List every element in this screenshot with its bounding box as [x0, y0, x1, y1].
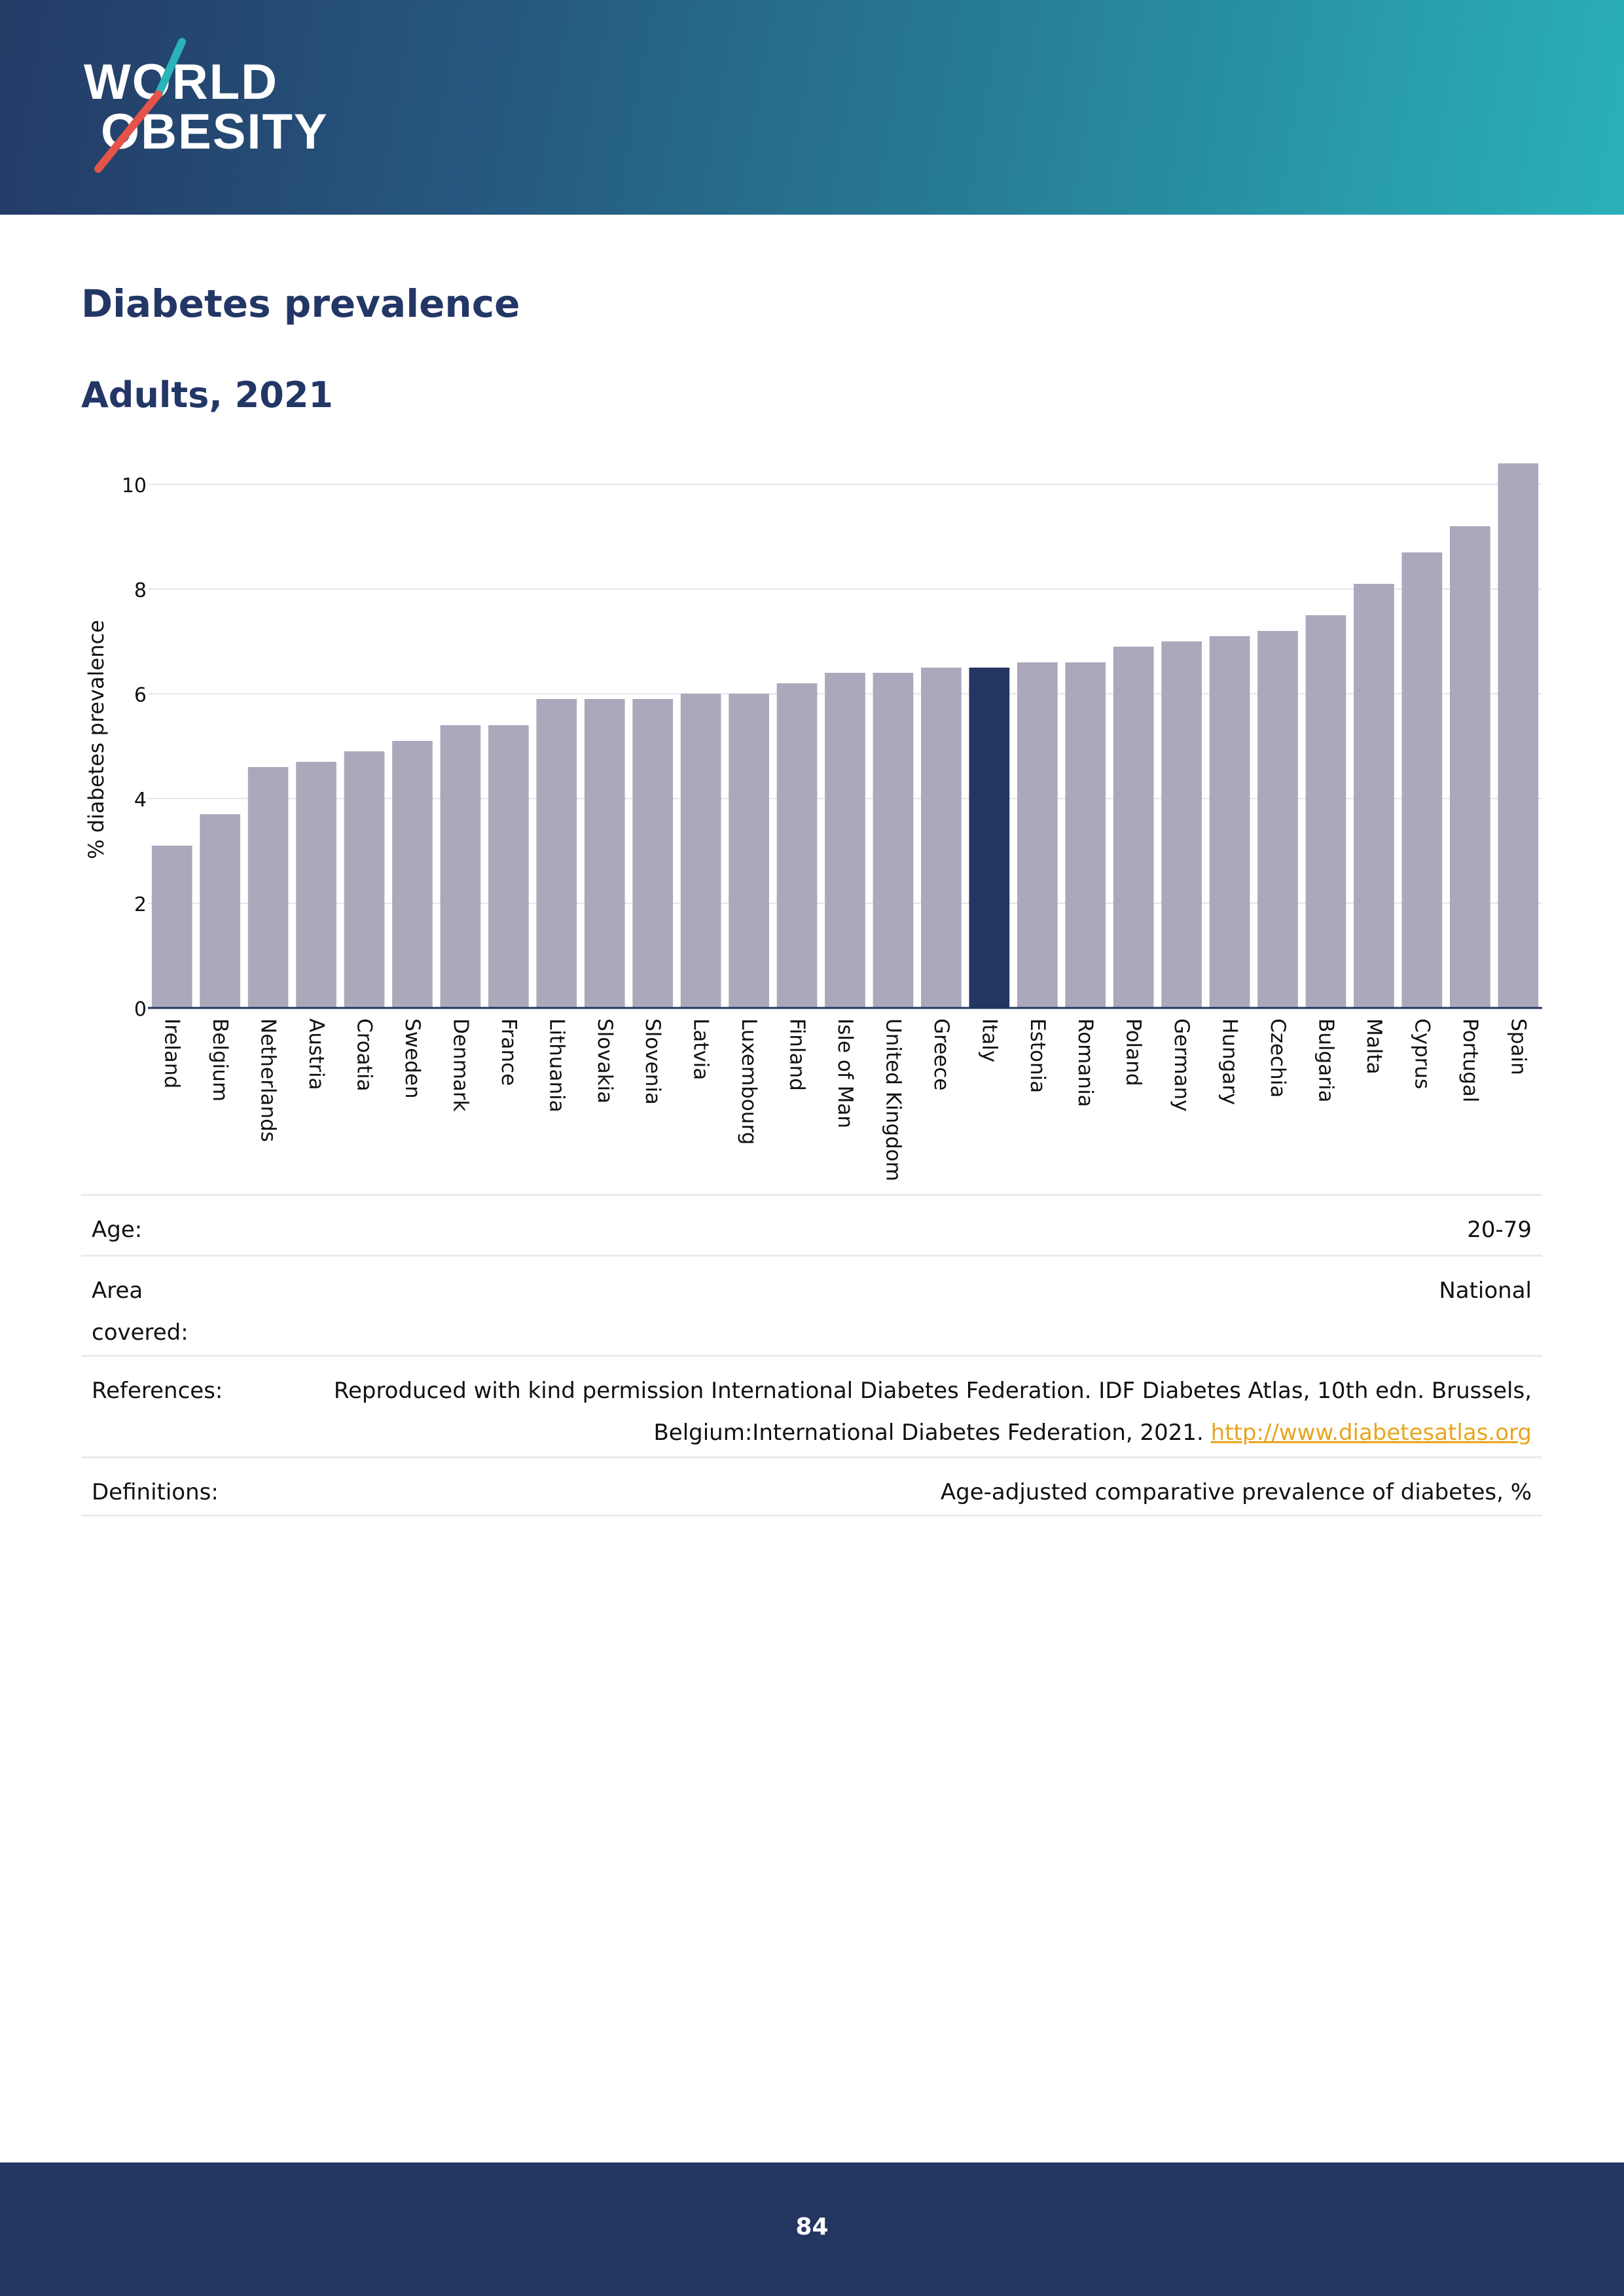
x-tick-label: Greece: [929, 1018, 953, 1090]
x-tick-label: Czechia: [1266, 1018, 1290, 1098]
y-tick-label: 6: [134, 684, 147, 707]
page-title: Diabetes prevalence: [81, 281, 520, 326]
definitions-label: Definitions:: [92, 1479, 219, 1505]
bar-highlight: [969, 668, 1010, 1008]
x-tick-label: Finland: [785, 1018, 809, 1091]
info-row-definitions: Definitions: Age-adjusted comparative pr…: [81, 1456, 1542, 1516]
references-link[interactable]: http://www.diabetesatlas.org: [1210, 1420, 1532, 1446]
bar: [296, 762, 336, 1008]
y-tick-label: 8: [134, 579, 147, 602]
references-label: References:: [92, 1378, 223, 1404]
info-row-age: Age: 20-79: [81, 1194, 1542, 1255]
bar: [247, 767, 289, 1008]
page-footer: 84: [0, 2162, 1624, 2296]
bar: [200, 814, 241, 1008]
bar: [1498, 463, 1539, 1008]
page-number: 84: [795, 2214, 829, 2240]
x-tick-label: Austria: [304, 1018, 328, 1090]
y-tick-label: 4: [134, 789, 147, 812]
bar: [825, 673, 865, 1008]
x-tick-label: Croatia: [353, 1018, 376, 1091]
x-tick-label: France: [497, 1018, 520, 1086]
logo-slash-icon: [94, 38, 186, 173]
x-tick-label: Cyprus: [1410, 1018, 1434, 1089]
bar: [921, 668, 962, 1008]
references-text-line-2: Belgium:International Diabetes Federatio…: [653, 1420, 1204, 1446]
x-tick-label: Isle of Man: [833, 1018, 857, 1128]
bar: [1017, 662, 1058, 1008]
x-tick-label: Luxembourg: [737, 1018, 761, 1145]
x-tick-label: Germany: [1170, 1018, 1193, 1111]
bar: [584, 699, 625, 1008]
logo-line-1: WORLD: [84, 54, 279, 110]
y-tick-label: 10: [122, 475, 147, 497]
area-value: National: [1439, 1278, 1532, 1304]
bar: [1257, 631, 1298, 1008]
bar: [392, 741, 433, 1008]
y-tick-label: 2: [134, 893, 147, 916]
x-tick-label: Portugal: [1458, 1018, 1482, 1102]
x-tick-label: Netherlands: [257, 1018, 280, 1142]
bar: [1113, 647, 1154, 1008]
area-label-line-2: covered:: [92, 1319, 189, 1346]
x-tick-label: Belgium: [208, 1018, 232, 1102]
x-tick-label: Sweden: [401, 1018, 424, 1099]
x-tick-label: Slovakia: [593, 1018, 617, 1103]
references-value: Reproduced with kind permission Internat…: [288, 1370, 1532, 1454]
y-axis-label: % diabetes prevalence: [84, 620, 109, 859]
bar: [440, 725, 481, 1008]
x-tick-label: Lithuania: [545, 1018, 568, 1113]
bar: [1449, 526, 1490, 1008]
y-tick-label: 0: [134, 998, 147, 1021]
page-subtitle: Adults, 2021: [81, 374, 333, 416]
x-tick-label: Slovenia: [641, 1018, 664, 1105]
info-table: Age: 20-79 Area covered: National Refere…: [81, 1194, 1542, 1516]
area-label: Area covered:: [92, 1270, 223, 1354]
bar: [1161, 641, 1202, 1008]
x-tick-label: Malta: [1362, 1018, 1386, 1075]
area-label-line-1: Area: [92, 1278, 143, 1304]
x-tick-label: Ireland: [160, 1018, 184, 1088]
age-value: 20-79: [1467, 1217, 1532, 1243]
bar: [1354, 584, 1394, 1008]
info-row-references: References: Reproduced with kind permiss…: [81, 1355, 1542, 1456]
page-header: WORLD OBESITY: [0, 0, 1624, 215]
bar: [1401, 552, 1443, 1008]
x-tick-label: Italy: [977, 1018, 1001, 1062]
bar: [776, 683, 818, 1008]
bar: [729, 694, 769, 1008]
age-label: Age:: [92, 1217, 143, 1243]
x-tick-label: Spain: [1506, 1018, 1530, 1075]
bar: [1305, 615, 1346, 1008]
x-tick-label: United Kingdom: [881, 1018, 905, 1181]
world-obesity-logo: WORLD OBESITY: [81, 38, 343, 182]
x-tick-label: Denmark: [448, 1018, 472, 1112]
bar: [632, 699, 674, 1008]
x-tick-label: Romania: [1074, 1018, 1097, 1107]
bar: [344, 751, 385, 1008]
bar: [680, 694, 721, 1008]
x-tick-label: Hungary: [1218, 1018, 1242, 1105]
x-tick-label: Latvia: [689, 1018, 713, 1080]
references-text-line-1: Reproduced with kind permission Internat…: [333, 1378, 1532, 1404]
bar: [1209, 636, 1250, 1008]
bar: [1065, 662, 1106, 1008]
bar: [873, 673, 914, 1008]
bar: [488, 725, 529, 1008]
info-row-area: Area covered: National: [81, 1255, 1542, 1355]
bar-chart: 0 2 4 6 8 10 Ireland Belgium Netherlands Austria C…: [84, 463, 1542, 1181]
x-tick-label: Poland: [1122, 1018, 1146, 1086]
bar: [151, 846, 192, 1008]
x-tick-label: Bulgaria: [1314, 1018, 1337, 1103]
bar: [536, 699, 577, 1008]
definitions-value: Age-adjusted comparative prevalence of d…: [940, 1479, 1532, 1505]
x-tick-label: Estonia: [1026, 1018, 1049, 1093]
